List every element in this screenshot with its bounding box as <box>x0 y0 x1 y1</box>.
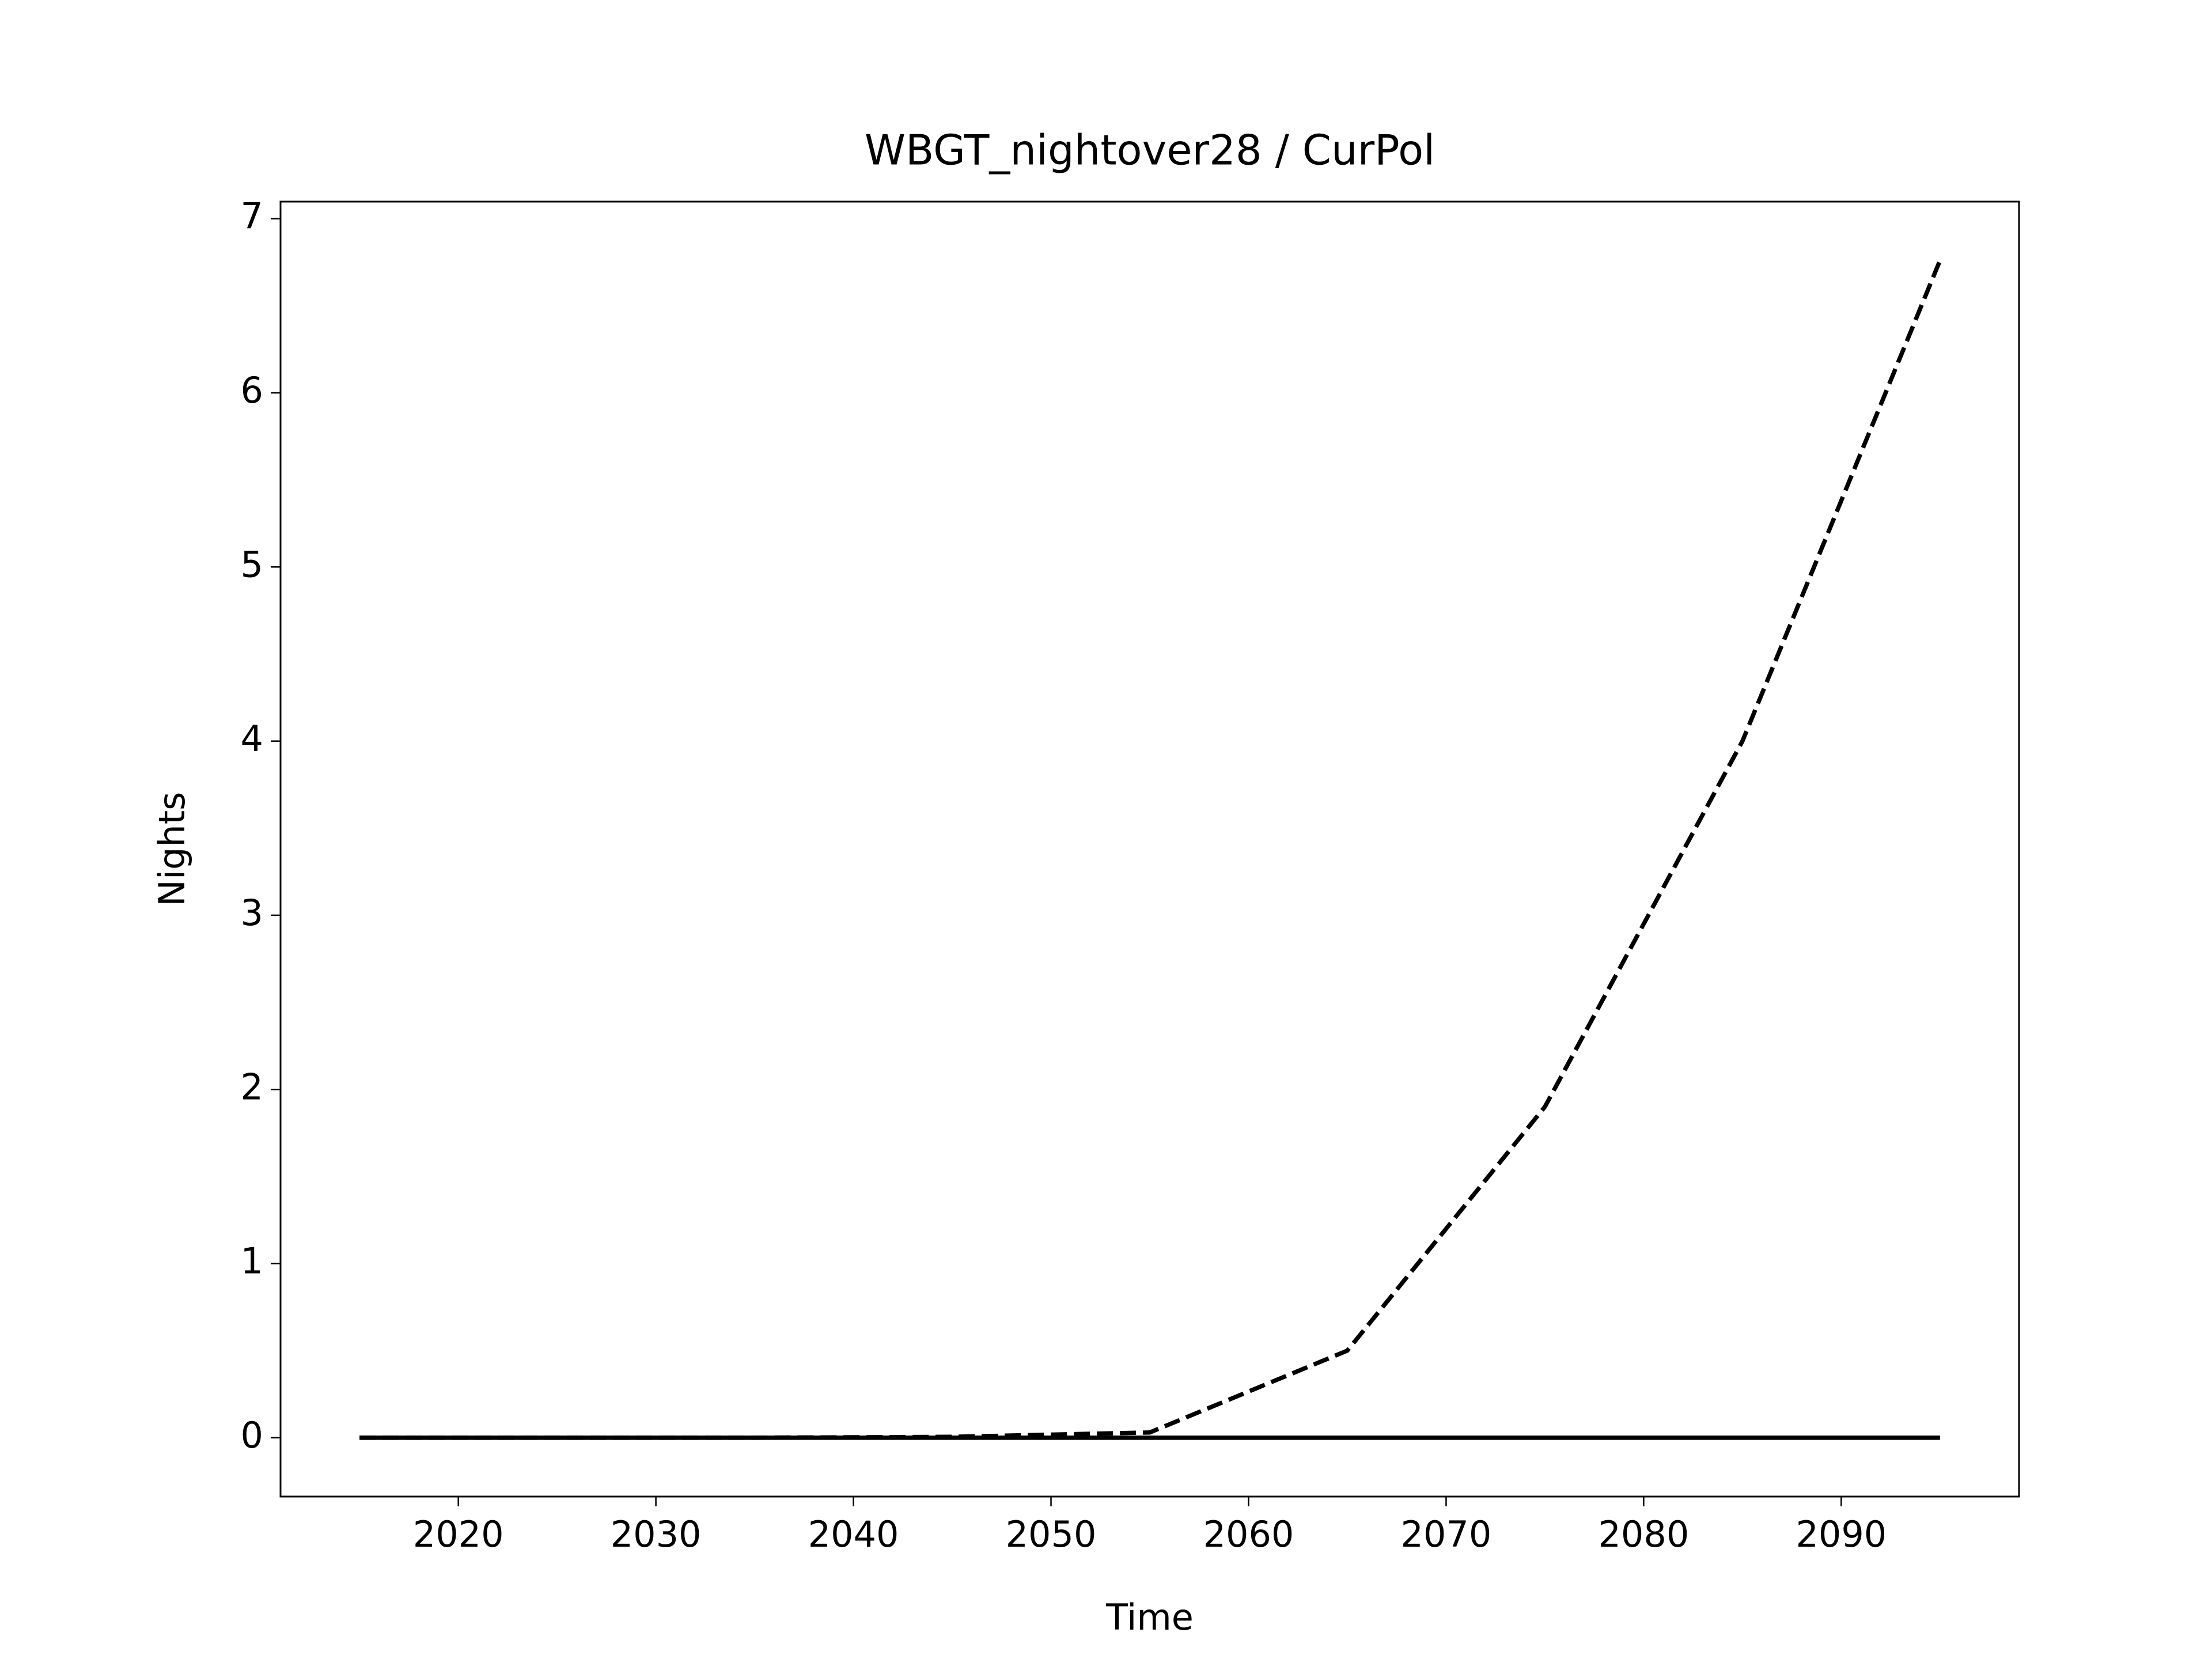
y-tick-label: 2 <box>241 1066 263 1108</box>
x-tick-label: 2080 <box>1598 1513 1689 1555</box>
y-tick-label: 1 <box>241 1240 263 1282</box>
x-axis-label: Time <box>1105 1596 1194 1638</box>
y-tick-label: 4 <box>241 718 263 760</box>
x-tick-label: 2070 <box>1401 1513 1492 1555</box>
x-tick-label: 2030 <box>611 1513 702 1555</box>
y-tick-label: 0 <box>241 1414 263 1456</box>
y-tick-label: 3 <box>241 892 263 934</box>
x-tick-label: 2060 <box>1203 1513 1294 1555</box>
x-tick-label: 2050 <box>1006 1513 1097 1555</box>
y-tick-label: 7 <box>241 195 263 237</box>
y-tick-label: 5 <box>241 543 263 585</box>
plot-frame <box>279 200 2020 1498</box>
x-tick-label: 2040 <box>808 1513 899 1555</box>
chart-title: WBGT_nightover28 / CurPol <box>865 126 1435 175</box>
x-tick-label: 2090 <box>1796 1513 1887 1555</box>
y-tick-label: 6 <box>241 369 263 411</box>
y-axis-label: Nights <box>151 792 193 907</box>
x-tick-label: 2020 <box>413 1513 504 1555</box>
line-series <box>359 259 1942 1440</box>
